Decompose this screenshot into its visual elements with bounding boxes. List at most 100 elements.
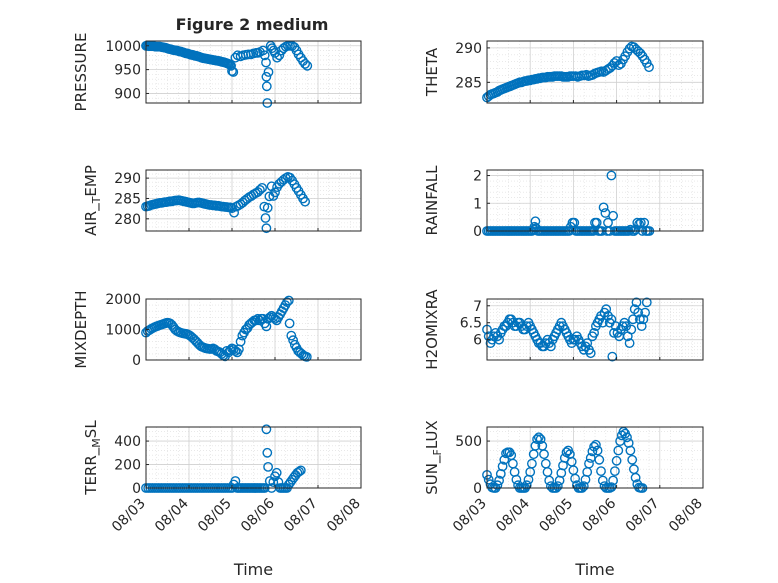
data-point [263,461,273,472]
data-point [235,336,246,347]
data-point [532,434,542,445]
data-point [274,50,285,61]
y-tick-label: 6.5 [460,316,482,332]
y-tick-label: 0 [132,353,141,369]
data-point [302,60,313,71]
y-tick-label: 1000 [105,39,141,55]
data-point [546,341,556,352]
data-point [254,184,265,195]
data-point [294,466,304,477]
data-point [608,475,618,486]
data-point [601,304,612,315]
data-point [607,351,618,362]
data-point [494,334,504,345]
data-point [633,307,644,318]
y-tick-label: 0 [473,481,482,497]
y-axis-label: AIR_TEMP [82,165,103,236]
data-point [261,81,272,92]
data-point [257,182,267,193]
data-point [570,473,580,484]
data-point [527,458,537,469]
data-point [622,432,632,443]
data-point [258,45,268,56]
axes-box [486,426,704,489]
subplot-h2omixra: 66.57 H2OMIXRA [423,289,704,370]
axes-box [486,169,704,232]
data-point [611,455,622,466]
data-point [624,43,635,54]
data-point [226,60,237,71]
subplot-mixdepth: 0 1000 2000 MIXDEPTH [72,290,362,369]
data-point [621,321,631,331]
data-point [530,440,541,451]
data-point [552,481,563,491]
data-point [261,424,272,435]
data-point [626,324,637,335]
axes-box [486,298,704,361]
y-tick-label: 950 [114,63,141,79]
y-tick-label: 290 [114,171,141,187]
data-point [613,445,624,456]
y-axis-label: MIXDEPTH [72,290,90,368]
data-point [262,447,273,458]
data-point [494,475,504,486]
y-tick-label: 285 [114,191,141,207]
data-point [229,207,240,218]
y-tick-label: 0 [473,224,482,240]
data-point [597,317,608,328]
data-point [635,314,645,325]
data-point [286,330,297,341]
y-tick-label: 400 [114,434,141,450]
data-point [533,432,544,443]
data-point [300,59,310,69]
y-tick-label: 0 [132,481,141,497]
data-point [259,50,270,61]
data-point [624,338,635,348]
data-point [251,315,262,326]
data-point [582,338,593,348]
data-point [594,454,605,465]
y-axis-label: H2OMIXRA [423,289,441,370]
axes-box [145,40,362,104]
data-point [261,57,271,68]
data-point [631,297,642,308]
data-point [630,472,641,483]
data-point [268,477,279,487]
subplot-air-temp: 280 285 290 AIR_TEMP [82,165,362,236]
data-point [282,297,292,307]
data-point [636,321,647,331]
y-tick-label: 1 [473,196,482,212]
data-point [521,480,532,491]
data-point [638,314,649,325]
data-point [591,439,601,450]
data-point [284,318,295,329]
data-point [227,203,237,214]
y-tick-label: 280 [114,212,141,228]
data-point [227,66,237,76]
y-axis-label: THETA [423,47,441,97]
y-tick-label: 2 [473,169,482,185]
data-point [610,321,621,331]
data-point [261,71,272,82]
data-point [270,187,280,198]
data-point [640,307,650,318]
data-point [492,480,503,491]
figure-title: Figure 2 medium [176,15,329,34]
y-tick-label: 200 [114,458,141,474]
y-axis-label: PRESSURE [72,33,90,112]
subplot-rainfall: 0 1 2 RAINFALL [423,165,704,240]
data-point [644,62,654,73]
data-point [584,458,594,469]
data-point [301,351,312,362]
data-point [641,297,652,308]
y-tick-label: 2000 [105,292,141,308]
data-point [627,454,638,465]
y-tick-label: 500 [455,434,482,450]
y-tick-label: 290 [455,41,482,57]
axes-box [486,40,704,104]
data-point [271,467,282,478]
data-point [578,481,589,491]
data-point [300,196,310,207]
data-point [606,170,617,181]
